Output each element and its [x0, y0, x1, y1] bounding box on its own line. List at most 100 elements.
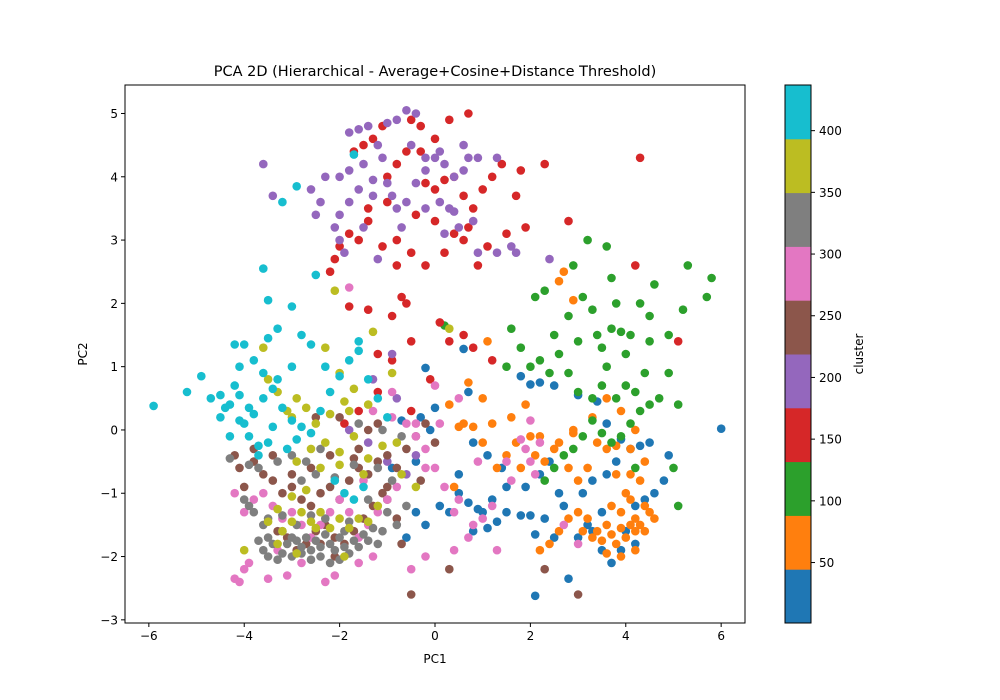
colorbar-tick-label: 400: [819, 124, 842, 138]
scatter-point: [516, 463, 526, 473]
scatter-point: [487, 356, 497, 365]
scatter-point: [359, 159, 368, 169]
scatter-point: [645, 400, 654, 409]
scatter-point: [492, 153, 502, 163]
y-tick-label: 5: [110, 107, 118, 121]
scatter-point: [340, 552, 349, 561]
scatter-point: [263, 533, 273, 542]
scatter-point: [526, 380, 535, 389]
scatter-point: [464, 387, 473, 397]
scatter-point: [602, 470, 611, 479]
scatter-point: [464, 223, 473, 232]
scatter-point: [564, 574, 573, 583]
scatter-point: [387, 476, 397, 485]
scatter-point: [502, 482, 511, 492]
scatter-point: [502, 451, 511, 460]
scatter-point: [473, 248, 483, 257]
scatter-point: [301, 533, 311, 542]
scatter-point: [487, 495, 497, 504]
scatter-point: [583, 235, 592, 245]
colorbar-band: [785, 569, 811, 624]
scatter-point: [645, 311, 654, 321]
scatter-point: [564, 368, 573, 378]
scatter-point: [387, 368, 397, 378]
scatter-point: [540, 286, 549, 296]
scatter-point: [321, 362, 330, 372]
scatter-point: [402, 419, 411, 428]
scatter-point: [249, 507, 259, 517]
scatter-point: [673, 337, 683, 346]
scatter-point: [564, 514, 573, 523]
scatter-point: [564, 311, 573, 321]
scatter-point: [616, 523, 626, 533]
scatter-point: [239, 545, 249, 555]
scatter-point: [616, 406, 626, 416]
scatter-point: [349, 460, 359, 470]
scatter-point: [578, 432, 588, 441]
scatter-point: [340, 397, 349, 406]
scatter-point: [239, 340, 249, 349]
colorbar-band: [785, 407, 811, 463]
scatter-point: [335, 460, 344, 470]
scatter-point: [707, 273, 716, 283]
scatter-point: [354, 406, 364, 416]
scatter-point: [430, 216, 440, 226]
scatter-point: [335, 210, 344, 220]
scatter-point: [621, 349, 631, 359]
scatter-point: [344, 283, 354, 292]
scatter-point: [383, 172, 392, 182]
scatter-point: [411, 210, 421, 220]
scatter-point: [392, 204, 402, 213]
scatter-point: [330, 286, 340, 296]
scatter-point: [616, 327, 626, 337]
scatter-point: [573, 337, 583, 346]
colorbar-tick-label: 300: [819, 248, 842, 262]
scatter-point: [421, 261, 430, 270]
scatter-point: [554, 488, 564, 498]
scatter-point: [445, 115, 454, 125]
scatter-point: [645, 438, 654, 447]
scatter-point: [263, 517, 273, 526]
scatter-point: [583, 520, 592, 530]
scatter-point: [301, 403, 311, 413]
scatter-point: [402, 299, 411, 308]
scatter-point: [421, 204, 430, 213]
scatter-point: [387, 387, 397, 397]
scatter-point: [459, 344, 468, 354]
scatter-point: [344, 229, 354, 238]
scatter-point: [316, 542, 325, 552]
scatter-point: [535, 356, 545, 365]
scatter-point: [435, 501, 445, 511]
scatter-point: [421, 178, 430, 188]
scatter-point: [635, 299, 645, 308]
scatter-point: [373, 254, 383, 264]
scatter-point: [340, 542, 349, 552]
scatter-point: [349, 384, 359, 394]
scatter-point: [664, 368, 673, 378]
scatter-point: [631, 514, 640, 523]
scatter-point: [387, 311, 397, 321]
scatter-point: [588, 476, 597, 485]
scatter-point: [387, 191, 397, 201]
scatter-point: [478, 185, 488, 194]
scatter-point: [473, 261, 483, 270]
scatter-point: [406, 337, 416, 346]
x-axis-label: PC1: [423, 652, 446, 666]
scatter-point: [287, 507, 297, 517]
scatter-point: [459, 140, 468, 150]
scatter-point: [392, 520, 402, 530]
scatter-point: [416, 476, 426, 485]
scatter-point: [616, 432, 626, 441]
colorbar-band: [785, 246, 811, 301]
scatter-point: [373, 501, 383, 511]
scatter-point: [492, 463, 502, 473]
scatter-point: [559, 520, 569, 530]
scatter-point: [230, 488, 239, 498]
scatter-point: [259, 264, 268, 273]
scatter-point: [378, 242, 387, 251]
scatter-point: [435, 318, 445, 327]
scatter-point: [354, 337, 364, 346]
scatter-point: [359, 530, 368, 539]
scatter-point: [354, 419, 364, 428]
scatter-point: [454, 488, 464, 498]
